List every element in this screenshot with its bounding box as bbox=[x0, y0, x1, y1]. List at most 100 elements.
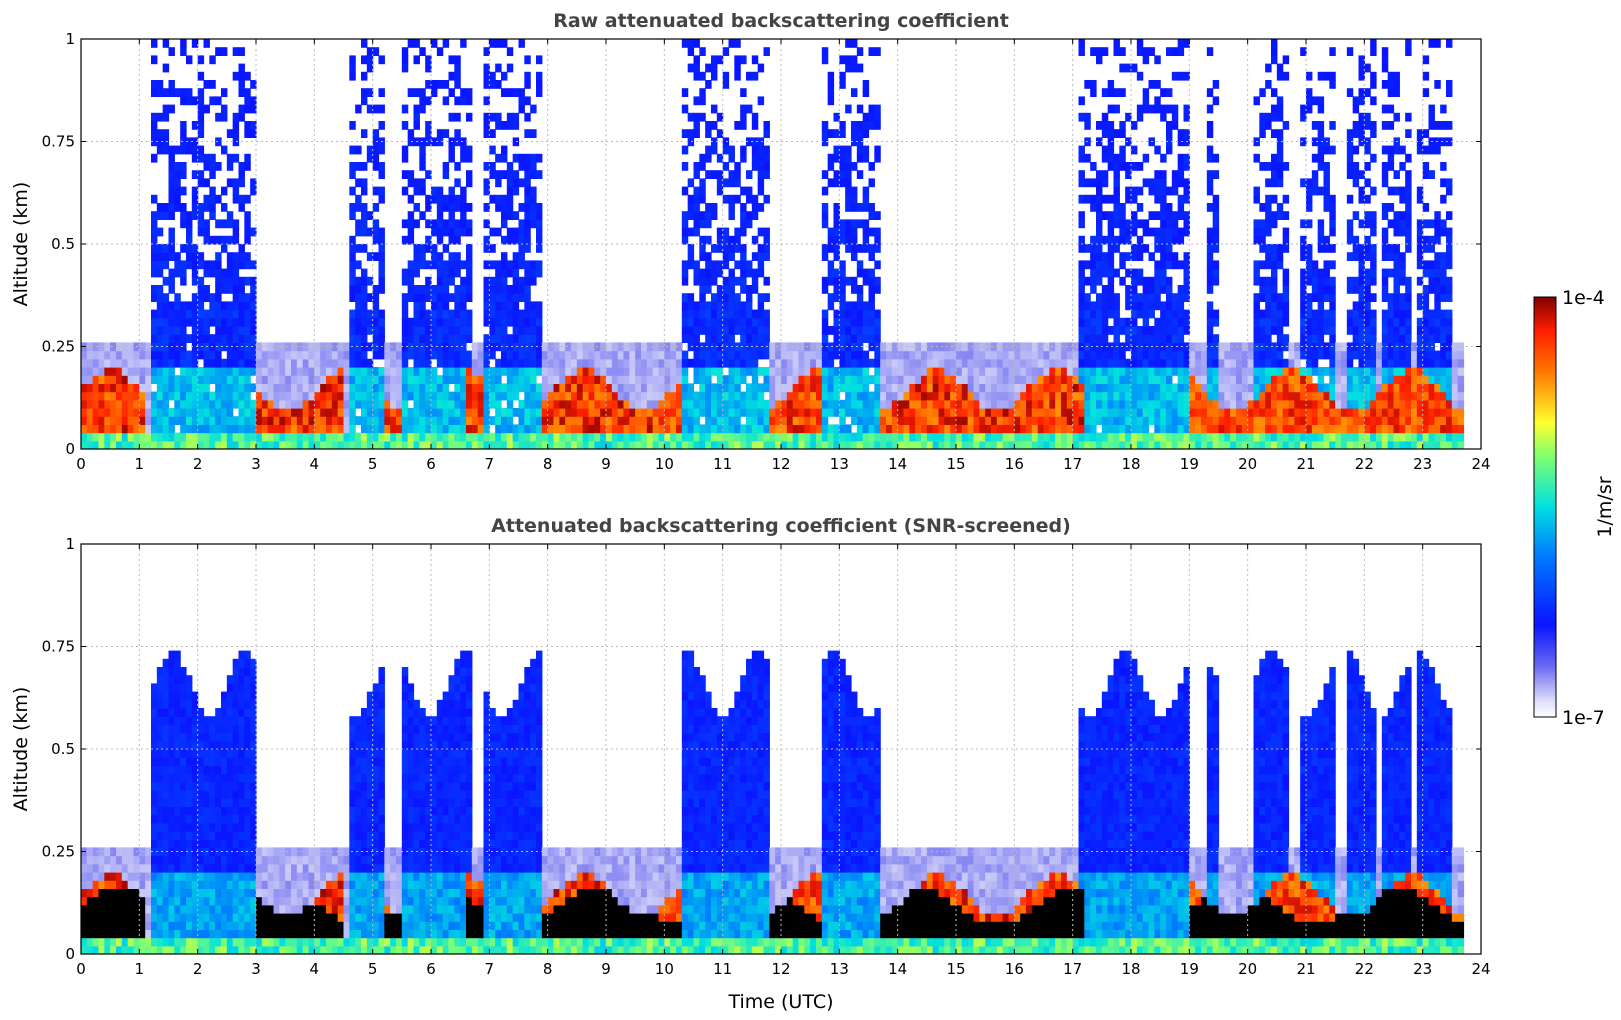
heatmap-cell bbox=[186, 88, 193, 97]
heatmap-cell bbox=[518, 39, 525, 48]
heatmap-cell bbox=[168, 424, 175, 434]
heatmap-cell bbox=[232, 416, 240, 425]
heatmap-cell bbox=[419, 416, 426, 425]
heatmap-cell bbox=[209, 80, 216, 89]
heatmap-cell bbox=[751, 121, 759, 130]
heatmap-cell bbox=[1061, 408, 1068, 417]
heatmap-cell bbox=[973, 383, 980, 393]
heatmap-cell bbox=[489, 285, 496, 294]
heatmap-cell bbox=[1317, 137, 1325, 147]
heatmap-cell bbox=[162, 440, 170, 449]
heatmap-cell bbox=[880, 399, 887, 409]
heatmap-cell bbox=[915, 399, 922, 409]
heatmap-cell bbox=[1136, 416, 1144, 425]
heatmap-cell bbox=[880, 342, 887, 352]
heatmap-cell bbox=[349, 71, 356, 81]
heatmap-cell bbox=[349, 260, 356, 270]
heatmap-cell bbox=[1142, 342, 1150, 352]
heatmap-cell bbox=[711, 432, 718, 442]
heatmap-cell bbox=[536, 260, 543, 270]
heatmap-cell bbox=[302, 358, 310, 368]
heatmap-cell bbox=[862, 424, 870, 434]
heatmap-cell bbox=[302, 375, 310, 384]
heatmap-cell bbox=[1177, 317, 1185, 327]
heatmap-cell bbox=[856, 285, 864, 294]
heatmap-cell bbox=[1288, 424, 1295, 434]
heatmap-cell bbox=[168, 350, 175, 360]
heatmap-cell bbox=[1201, 440, 1208, 449]
heatmap-cell bbox=[1055, 432, 1062, 442]
heatmap-cell bbox=[926, 367, 934, 376]
heatmap-cell bbox=[203, 383, 210, 393]
heatmap-cell bbox=[1078, 276, 1085, 286]
heatmap-cell bbox=[652, 342, 660, 352]
heatmap-cell bbox=[600, 424, 607, 434]
heatmap-cell bbox=[436, 186, 444, 196]
heatmap-cell bbox=[1183, 317, 1190, 327]
heatmap-cell bbox=[1084, 260, 1091, 270]
heatmap-cell bbox=[1346, 399, 1354, 409]
heatmap-cell bbox=[518, 358, 525, 368]
heatmap-cell bbox=[419, 334, 426, 343]
heatmap-cell bbox=[1306, 424, 1313, 434]
heatmap-cell bbox=[1037, 416, 1045, 425]
heatmap-cell bbox=[419, 211, 426, 220]
heatmap-cell bbox=[1329, 260, 1336, 270]
heatmap-cell bbox=[1329, 334, 1336, 343]
heatmap-cell bbox=[827, 408, 835, 417]
heatmap-cell bbox=[687, 260, 695, 270]
heatmap-cell bbox=[162, 203, 170, 212]
heatmap-cell bbox=[1166, 408, 1173, 417]
heatmap-cell bbox=[86, 383, 94, 393]
heatmap-cell bbox=[1136, 252, 1144, 261]
heatmap-cell bbox=[1341, 367, 1348, 376]
heatmap-cell bbox=[1206, 244, 1214, 253]
heatmap-cell bbox=[191, 358, 199, 368]
heatmap-cell bbox=[827, 326, 835, 335]
heatmap-cell bbox=[250, 440, 257, 449]
heatmap-cell bbox=[676, 391, 683, 401]
heatmap-cell bbox=[401, 170, 409, 179]
heatmap-cell bbox=[769, 424, 776, 434]
heatmap-cell bbox=[1329, 145, 1336, 155]
heatmap-cell bbox=[151, 432, 158, 442]
heatmap-cell bbox=[337, 350, 345, 360]
heatmap-cell bbox=[226, 383, 234, 393]
heatmap-cell bbox=[810, 342, 817, 352]
heatmap-cell bbox=[1259, 408, 1266, 417]
heatmap-cell bbox=[576, 416, 584, 425]
heatmap-cell bbox=[699, 383, 706, 393]
heatmap-cell bbox=[1113, 39, 1120, 48]
heatmap-cell bbox=[81, 367, 88, 376]
heatmap-cell bbox=[524, 80, 531, 89]
heatmap-cell bbox=[1201, 424, 1208, 434]
heatmap-cell bbox=[833, 268, 840, 278]
heatmap-cell bbox=[489, 112, 496, 122]
heatmap-cell bbox=[874, 367, 881, 376]
heatmap-cell bbox=[687, 63, 695, 73]
heatmap-cell bbox=[221, 186, 228, 196]
heatmap-cell bbox=[197, 145, 205, 155]
heatmap-cell bbox=[950, 383, 957, 393]
heatmap-cell bbox=[862, 358, 870, 368]
heatmap-cell bbox=[361, 285, 368, 294]
heatmap-cell bbox=[238, 301, 245, 311]
heatmap-cell bbox=[232, 268, 240, 278]
heatmap-cell bbox=[693, 96, 700, 106]
heatmap-cell bbox=[629, 383, 636, 393]
heatmap-cell bbox=[658, 350, 665, 360]
heatmap-cell bbox=[104, 375, 111, 384]
heatmap-cell bbox=[151, 55, 158, 65]
heatmap-cell bbox=[168, 432, 175, 442]
heatmap-cell bbox=[1125, 424, 1132, 434]
heatmap-cell bbox=[343, 375, 350, 384]
heatmap-cell bbox=[1224, 367, 1231, 376]
heatmap-cell bbox=[1183, 39, 1190, 48]
heatmap-cell bbox=[431, 432, 438, 442]
heatmap-cell bbox=[168, 235, 175, 245]
heatmap-cell bbox=[162, 112, 170, 122]
heatmap-cell bbox=[460, 211, 467, 220]
heatmap-cell bbox=[1078, 219, 1085, 229]
heatmap-cell bbox=[273, 391, 280, 401]
heatmap-cell bbox=[215, 326, 222, 335]
